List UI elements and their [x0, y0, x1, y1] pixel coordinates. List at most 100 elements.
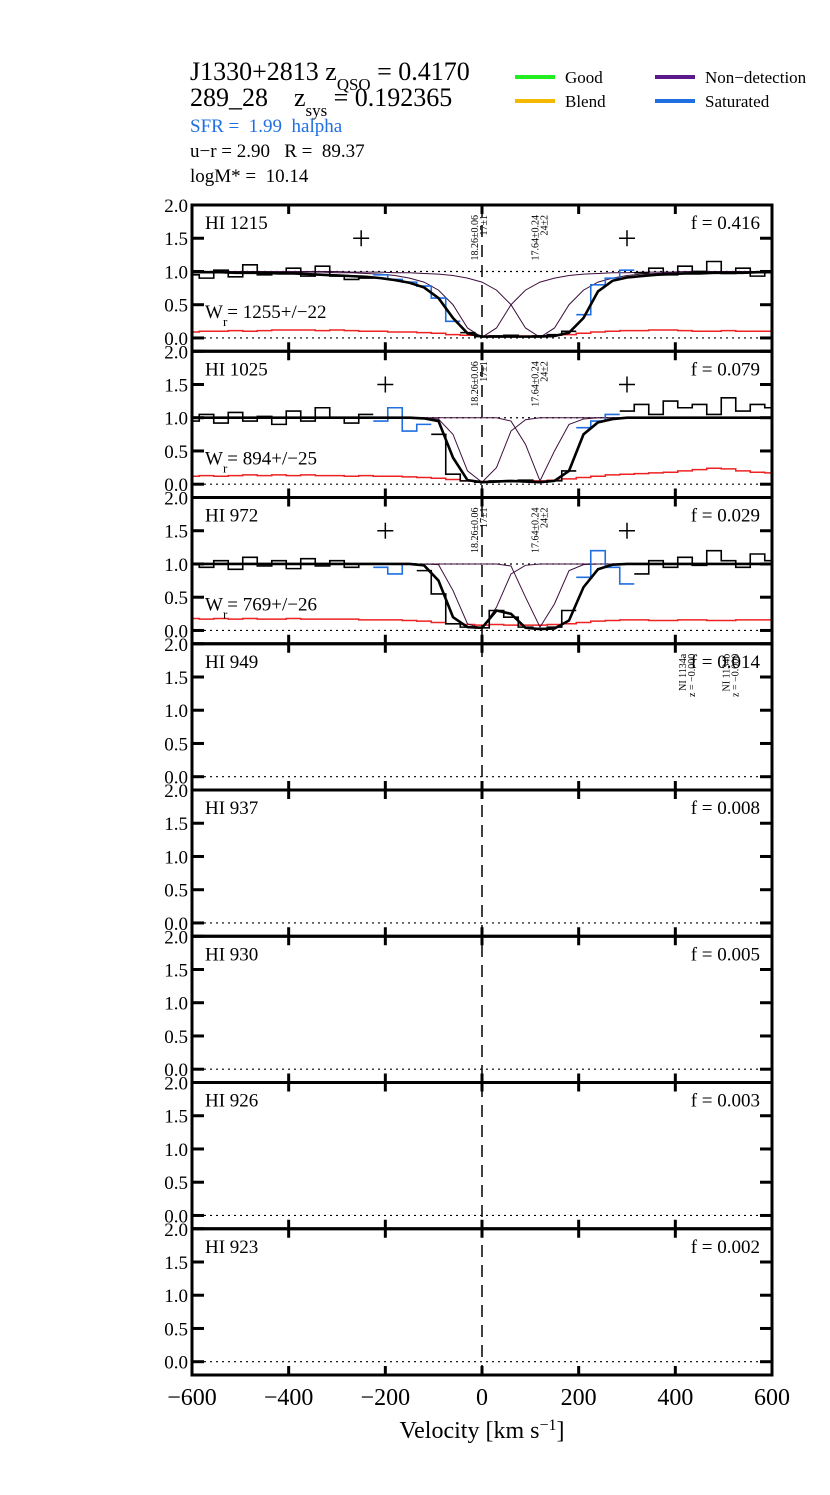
panel-title: HI 972 [205, 506, 258, 527]
text-part: = 0.192365 [327, 83, 452, 112]
component-label: 17.64±0.24 [530, 215, 541, 261]
component-label: 17±1 [479, 508, 490, 529]
component-label: z = −0.000 [687, 654, 698, 697]
y-tick-label: 1.5 [164, 522, 188, 543]
text-part: W [205, 595, 223, 616]
panel-title: HI 949 [205, 652, 258, 673]
flux-spectrum [634, 260, 772, 277]
saturated-spectrum [576, 269, 635, 316]
text-part: W [205, 302, 223, 323]
text-part: u−r = 2.90 R = 89.37 [190, 141, 365, 162]
saturated-spectrum [373, 274, 461, 323]
y-tick-label: 2.0 [164, 1220, 188, 1241]
header-line: SFR = 1.99 halpha [190, 116, 343, 137]
panel-title: HI 937 [205, 798, 258, 819]
component-label: 17±1 [479, 215, 490, 236]
y-tick-label: 2.0 [164, 635, 188, 656]
y-tick-label: 0.5 [164, 734, 188, 755]
error-spectrum [192, 617, 772, 626]
x-tick-label: −400 [264, 1385, 314, 1411]
component-label: 18.26±0.06 [470, 215, 481, 261]
component-label: 18.26±0.06 [470, 508, 481, 554]
y-tick-label: 0.5 [164, 881, 188, 902]
x-tick-label: 400 [657, 1385, 693, 1411]
saturated-spectrum [373, 563, 417, 575]
y-tick-label: 1.5 [164, 1107, 188, 1128]
y-tick-label: 1.5 [164, 375, 188, 396]
x-tick-label: 0 [476, 1385, 488, 1411]
f-label: f = 0.003 [691, 1091, 760, 1112]
y-tick-label: 2.0 [164, 1074, 188, 1095]
panel [192, 396, 772, 485]
component-label: z = −0.000 [730, 654, 741, 697]
y-tick-label: 1.5 [164, 668, 188, 689]
legend-label: Saturated [705, 92, 770, 111]
marker [377, 376, 394, 393]
panel-title: HI 930 [205, 944, 258, 965]
component-label: NI 1134a [678, 653, 689, 691]
component-label: 17.64±0.24 [530, 508, 541, 554]
y-tick-label: 2.0 [164, 781, 188, 802]
marker [619, 230, 635, 247]
component-label: 17±1 [479, 361, 490, 382]
y-tick-label: 1.0 [164, 847, 188, 868]
marker [619, 376, 635, 393]
text-part: r [223, 460, 228, 475]
y-tick-label: 0.0 [164, 621, 188, 642]
saturated-spectrum [576, 549, 635, 585]
y-tick-label: 1.0 [164, 555, 188, 576]
component-label: 24±2 [539, 508, 550, 529]
y-tick-label: 2.0 [164, 927, 188, 948]
component-label: NI 1134b [721, 654, 732, 692]
y-tick-label: 1.0 [164, 1140, 188, 1161]
y-tick-label: 0.0 [164, 475, 188, 496]
text-part: = 894+/−25 [227, 448, 317, 469]
f-label: f = 0.029 [691, 506, 760, 527]
y-tick-label: 1.5 [164, 814, 188, 835]
f-label: f = 0.008 [691, 798, 760, 819]
equivalent-width: Wr= 1255+/−22 [205, 302, 326, 329]
x-tick-label: 600 [754, 1385, 790, 1411]
text-part: = 769+/−26 [227, 595, 317, 616]
text-part: = 0.4170 [371, 57, 470, 86]
equivalent-width: Wr= 894+/−25 [205, 448, 317, 475]
y-tick-label: 0.5 [164, 1319, 188, 1340]
y-tick-label: 2.0 [164, 342, 188, 363]
legend-label: Non−detection [705, 68, 807, 87]
text-part: −1 [539, 1417, 556, 1434]
text-part: J1330+2813 z [190, 57, 337, 86]
model-fit [192, 416, 772, 484]
y-tick-label: 0.5 [164, 1027, 188, 1048]
f-label: f = 0.079 [691, 359, 760, 380]
panel-title: HI 923 [205, 1237, 258, 1258]
text-part: ] [557, 1418, 565, 1444]
marker [377, 522, 394, 539]
marker [353, 230, 370, 247]
marker [619, 522, 635, 539]
x-tick-label: 200 [561, 1385, 597, 1411]
flux-spectrum [634, 549, 772, 575]
flux-spectrum [619, 396, 772, 416]
f-label: f = 0.014 [691, 652, 761, 673]
y-tick-label: 0.5 [164, 296, 188, 317]
y-tick-label: 0.5 [164, 1173, 188, 1194]
f-label: f = 0.005 [691, 944, 760, 965]
y-tick-label: 1.5 [164, 1253, 188, 1274]
y-tick-label: 1.0 [164, 409, 188, 430]
y-tick-label: 1.0 [164, 262, 188, 283]
text-part: SFR = 1.99 halpha [190, 116, 343, 137]
text-part: = 1255+/−22 [227, 302, 326, 323]
error-spectrum [192, 329, 772, 337]
header-line: 289_28 zsys = 0.192365 [190, 83, 452, 120]
text-part: sys [306, 101, 328, 120]
x-tick-label: −200 [361, 1385, 411, 1411]
header-line: J1330+2813 zQSO = 0.4170 [190, 57, 470, 94]
header-line: logM* = 10.14 [190, 166, 309, 187]
header-line: u−r = 2.90 R = 89.37 [190, 141, 365, 162]
panel-title: HI 926 [205, 1091, 258, 1112]
y-tick-label: 1.0 [164, 701, 188, 722]
flux-spectrum [416, 569, 577, 630]
y-tick-label: 0.5 [164, 442, 188, 463]
